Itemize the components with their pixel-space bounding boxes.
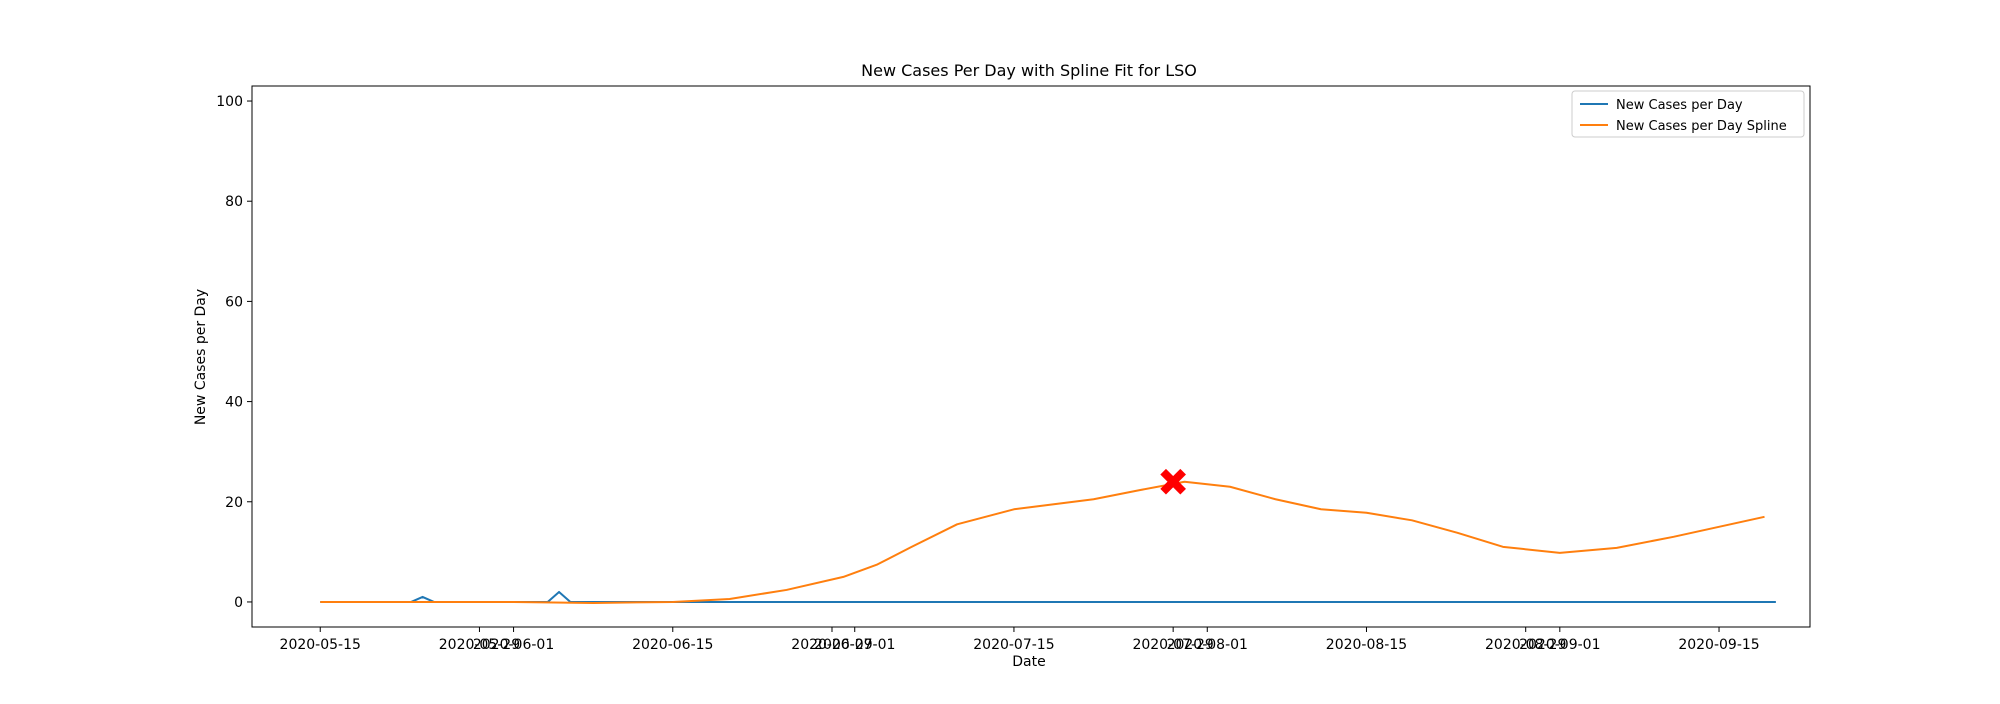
- plot-frame: [251, 85, 1811, 628]
- marker-x-stroke-2: [1160, 468, 1186, 495]
- legend-label-2: New Cases per Day Spline: [1616, 119, 1787, 134]
- x-tick-label: 2020-06-15: [632, 637, 713, 653]
- legend-label-1: New Cases per Day: [1616, 98, 1743, 113]
- series-line-1: [320, 590, 1776, 603]
- marker-x: [1160, 468, 1186, 495]
- y-tick-label: 20: [225, 495, 243, 511]
- y-tick-label: 60: [225, 294, 243, 310]
- y-tick-label: 40: [225, 395, 243, 411]
- x-tick-label: 2020-08-29: [1485, 637, 1566, 653]
- x-tick-label: 2020-09-15: [1678, 637, 1759, 653]
- x-tick-label: 2020-05-15: [280, 637, 361, 653]
- y-tick-label: 0: [234, 595, 243, 611]
- y-tick-label: 100: [216, 94, 243, 110]
- chart-title: New Cases Per Day with Spline Fit for LS…: [861, 61, 1197, 80]
- x-axis-label: Date: [1012, 654, 1045, 670]
- legend-box: [1571, 90, 1805, 138]
- x-tick-label: 2020-09-01: [1519, 637, 1600, 653]
- x-tick-label: 2020-06-29: [791, 637, 872, 653]
- x-tick-label: 2020-08-15: [1326, 637, 1407, 653]
- legend: New Cases per Day New Cases per Day Splin…: [1571, 90, 1805, 138]
- x-tick-label: 2020-07-29: [1132, 637, 1213, 653]
- x-tick-label: 2020-07-01: [814, 637, 895, 653]
- x-tick-label: 2020-05-29: [439, 637, 520, 653]
- y-tick-label: 80: [225, 194, 243, 210]
- x-tick-label: 2020-08-01: [1167, 637, 1248, 653]
- x-tick-label: 2020-06-01: [473, 637, 554, 653]
- y-axis-label: New Cases per Day: [193, 289, 209, 425]
- x-tick-label: 2020-07-15: [973, 637, 1054, 653]
- series-line-2: [320, 480, 1765, 604]
